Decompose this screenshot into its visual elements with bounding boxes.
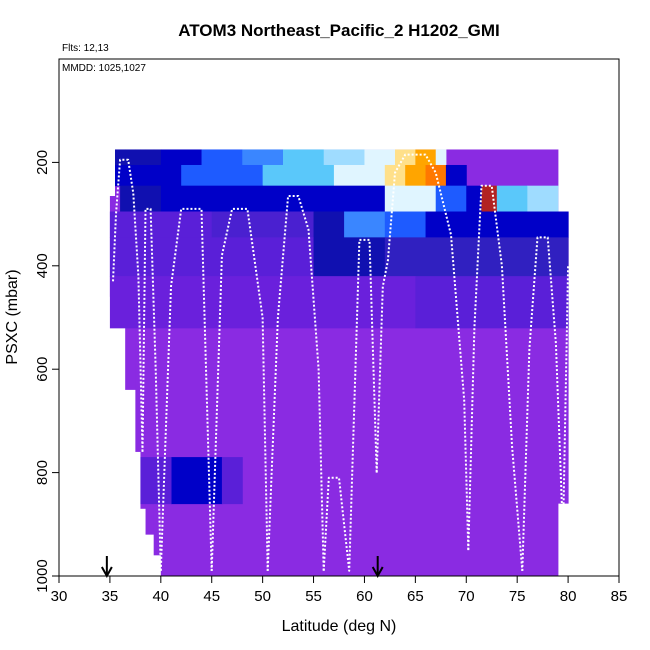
heatmap-column	[140, 149, 147, 509]
x-tick-label: 80	[560, 588, 577, 605]
heatmap-cell	[313, 211, 345, 238]
heatmap-cell	[181, 164, 264, 187]
heatmap-cell	[466, 237, 569, 277]
heatmap-cell	[405, 164, 427, 187]
heatmap-cell	[415, 276, 569, 329]
heatmap-cell	[527, 185, 559, 213]
x-tick-label: 70	[458, 588, 475, 605]
heatmap-column	[145, 149, 155, 535]
flight-profile-line	[521, 236, 570, 571]
heatmap-cell	[486, 211, 569, 238]
x-tick-label: 60	[356, 588, 373, 605]
heatmap-cell	[115, 164, 182, 187]
plot-area	[109, 149, 570, 576]
arrow-markers	[100, 556, 384, 579]
y-tick-label: 800	[34, 460, 51, 485]
flights-note: Flts: 12,13	[62, 43, 109, 54]
heatmap-cell	[262, 276, 416, 329]
heatmap-cell	[109, 276, 264, 329]
heatmap-cell	[109, 237, 213, 277]
heatmap-cells	[109, 149, 569, 505]
x-tick-label: 30	[51, 588, 68, 605]
y-axis-label: PSXC (mbar)	[4, 269, 21, 364]
arrow-head	[371, 566, 384, 579]
flight-profile-line	[141, 207, 162, 571]
heatmap-cell	[109, 211, 213, 238]
heatmap-cell	[313, 237, 386, 277]
heatmap-cell	[115, 149, 162, 166]
x-tick-label: 75	[509, 588, 526, 605]
heatmap-cell	[201, 149, 243, 166]
heatmap-cell	[364, 149, 396, 166]
heatmap-cell	[221, 457, 243, 505]
heatmap-cell	[323, 149, 365, 166]
flight-profile-line	[375, 153, 470, 551]
heatmap-cell	[160, 185, 264, 213]
plot-frame	[58, 58, 620, 577]
heatmap-cell	[120, 185, 162, 213]
x-axis-label: Latitude (deg N)	[282, 618, 397, 635]
heatmap-cell	[466, 185, 483, 213]
flight-profile-line	[467, 184, 524, 571]
dates-note: MMDD: 1025,1027	[62, 63, 146, 74]
heatmap-cell	[415, 149, 437, 166]
y-tick-label: 200	[34, 150, 51, 175]
heatmap-column	[153, 149, 162, 556]
y-axis: 200 400 600 800 1000	[34, 150, 59, 593]
heatmap-cell	[283, 149, 325, 166]
flight-profile-line	[322, 238, 378, 572]
heatmap-cell	[425, 211, 488, 238]
y-tick-label: 1000	[34, 559, 51, 592]
x-tick-label: 65	[407, 588, 424, 605]
heatmap-cell	[171, 457, 223, 505]
heatmap-cell	[160, 149, 203, 166]
x-tick-label: 55	[305, 588, 322, 605]
x-tick-label: 45	[203, 588, 220, 605]
flight-profiles	[112, 153, 570, 572]
heatmap-cell	[333, 164, 386, 187]
heatmap-cell	[242, 149, 284, 166]
y-tick-label: 600	[34, 357, 51, 382]
x-tick-label: 35	[102, 588, 119, 605]
heatmap-cell	[262, 164, 335, 187]
heatmap-cell	[435, 149, 447, 166]
flight-profile-line	[266, 195, 325, 571]
flight-profile-line	[112, 158, 144, 452]
heatmap-cell	[211, 237, 315, 277]
heatmap-cell	[445, 164, 467, 187]
chart-title: ATOM3 Northeast_Pacific_2 H1202_GMI	[178, 21, 500, 40]
heatmap-cell	[496, 185, 528, 213]
x-axis: 30 35 40 45 50 55 60 65 70 75 80 85	[51, 576, 628, 605]
flight-profile-line	[159, 207, 213, 571]
heatmap-cell	[140, 457, 172, 505]
heatmap-cell	[211, 211, 315, 238]
heatmap-cell	[384, 185, 437, 213]
heatmap-cell	[262, 185, 386, 213]
heatmap-cell	[384, 237, 467, 277]
heatmap-cell	[344, 211, 386, 238]
arrow-head	[100, 566, 113, 579]
heatmap-cell	[395, 149, 416, 166]
x-tick-label: 85	[611, 588, 628, 605]
heatmap-column	[557, 211, 569, 504]
x-tick-label: 40	[152, 588, 169, 605]
x-tick-label: 50	[254, 588, 271, 605]
y-tick-label: 400	[34, 253, 51, 278]
